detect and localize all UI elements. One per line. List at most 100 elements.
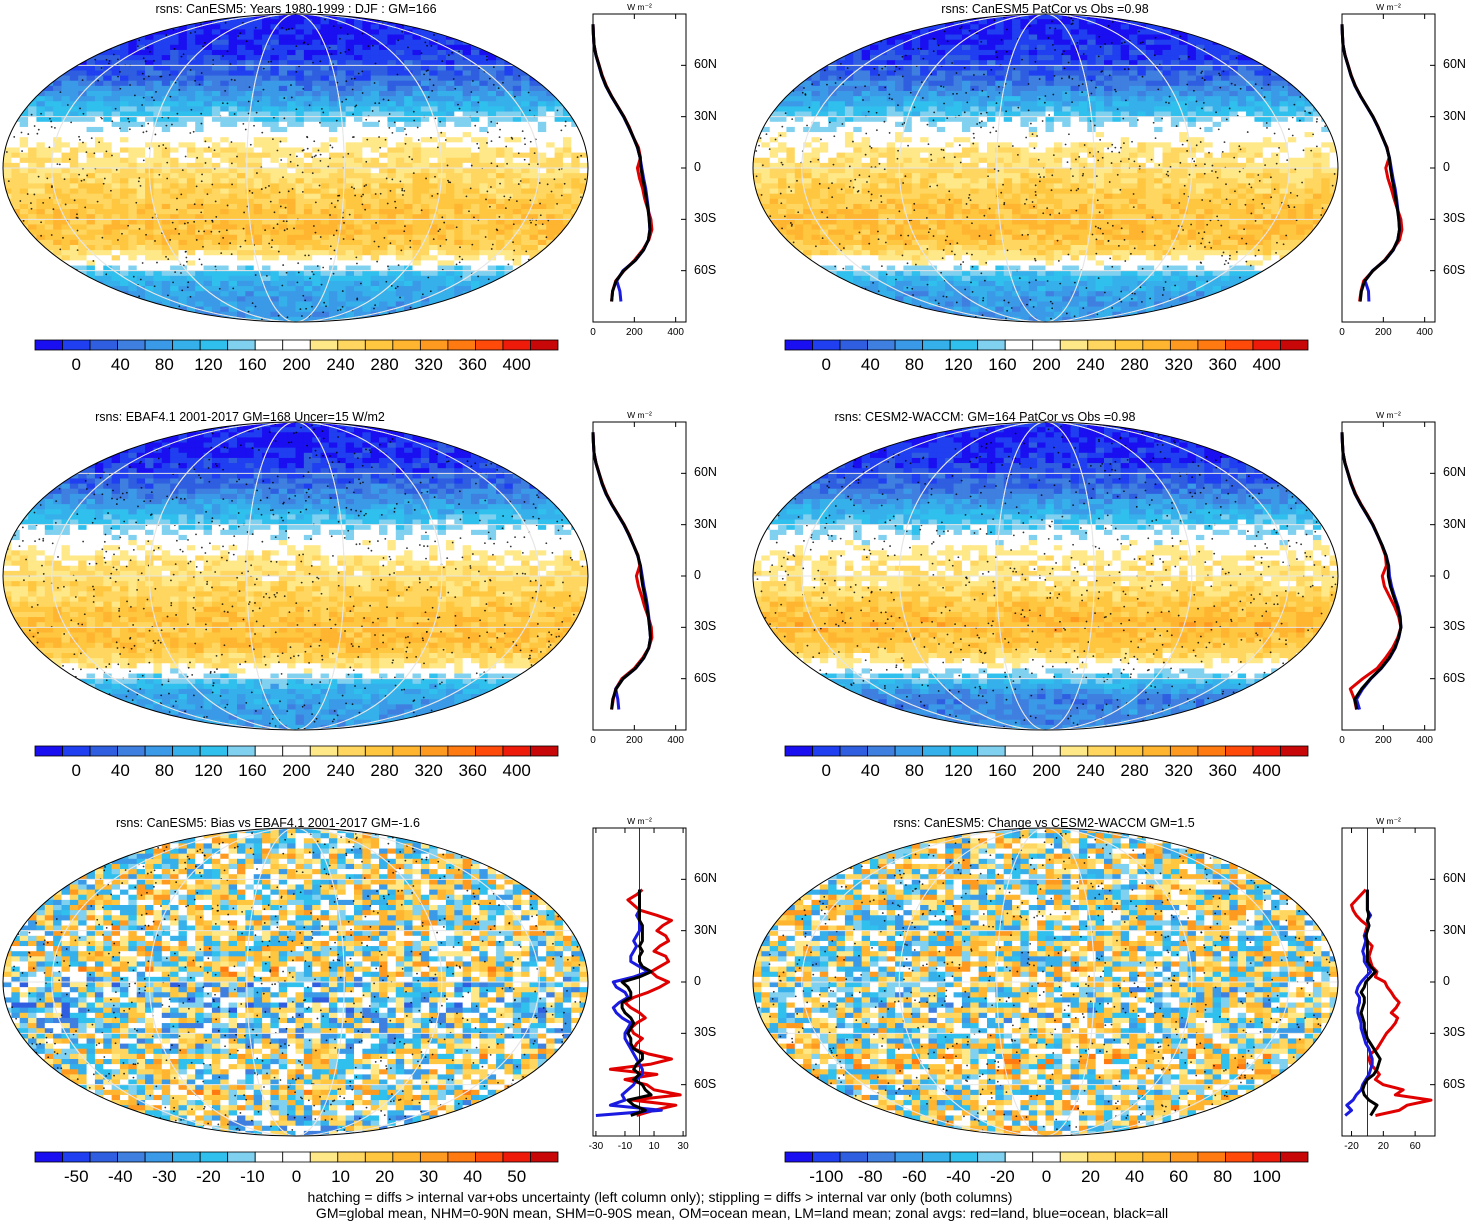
colorbar-swatch (1169, 1151, 1199, 1163)
colorbar-label: 320 (414, 761, 442, 781)
zonal-xtick-label: 30 (678, 1141, 689, 1152)
colorbar-swatch (475, 339, 504, 351)
colorbar-label: -50 (64, 1167, 89, 1187)
zonal-unit-label: W m⁻² (1376, 2, 1401, 13)
colorbar-swatch (199, 339, 229, 351)
colorbar-swatch (227, 1151, 256, 1163)
colorbar (34, 1151, 559, 1163)
colorbar-swatch (475, 1151, 504, 1163)
zonal-lat-label: 30N (694, 109, 717, 123)
zonal-lat-label: 0 (1443, 568, 1450, 582)
zonal-xtick-label: 60 (1410, 1141, 1421, 1152)
colorbar-label: 120 (944, 761, 972, 781)
colorbar-swatch (144, 339, 174, 351)
colorbar-label: 50 (507, 1167, 526, 1187)
colorbar-swatch (1004, 745, 1034, 757)
colorbar-swatch (1280, 339, 1309, 351)
colorbar (784, 1151, 1309, 1163)
colorbar-swatch (282, 1151, 311, 1163)
zonal-lat-label: 0 (1443, 160, 1450, 174)
zonal-lat-label: 60S (1443, 671, 1465, 685)
colorbar-swatch (1059, 339, 1089, 351)
colorbar-label: 0 (72, 355, 81, 375)
colorbar-label: 240 (1076, 355, 1104, 375)
colorbar-swatch (172, 1151, 201, 1163)
colorbar-swatch (1004, 339, 1034, 351)
colorbar-swatch (254, 1151, 284, 1163)
zonal-lat-label: 30N (1443, 923, 1466, 937)
colorbar-swatch (1142, 339, 1171, 351)
colorbar-label: -100 (809, 1167, 843, 1187)
zonal-line-all (1340, 432, 1403, 710)
colorbar-label: 40 (463, 1167, 482, 1187)
colorbar-swatch (62, 339, 91, 351)
colorbar-swatch (894, 745, 924, 757)
zonal-plot (1340, 421, 1436, 731)
colorbar-label: -30 (152, 1167, 177, 1187)
colorbar-label: 200 (282, 355, 310, 375)
zonal-unit-label: W m⁻² (1376, 410, 1401, 421)
panel-4 (752, 421, 1436, 757)
footer-line-2: GM=global mean, NHM=0-90N mean, SHM=0-90… (316, 1205, 1168, 1221)
colorbar-swatch (1197, 339, 1226, 351)
zonal-xtick-label: 0 (1339, 735, 1345, 746)
zonal-lat-label: 0 (694, 974, 701, 988)
colorbar-label: 320 (414, 355, 442, 375)
zonal-plot (1340, 13, 1436, 323)
colorbar-swatch (1197, 1151, 1226, 1163)
colorbar-label: 40 (111, 355, 130, 375)
zonal-xtick-label: 400 (1416, 327, 1433, 338)
colorbar-label: 200 (282, 761, 310, 781)
colorbar-swatch (1252, 745, 1281, 757)
colorbar-label: 240 (326, 355, 354, 375)
zonal-lat-label: 30N (1443, 109, 1466, 123)
colorbar-swatch (447, 339, 476, 351)
panel-5 (2, 827, 687, 1163)
zonal-lat-label: 60S (694, 1077, 716, 1091)
colorbar-swatch (784, 339, 813, 351)
colorbar-swatch (282, 339, 311, 351)
zonal-xtick-label: 0 (590, 327, 596, 338)
zonal-lat-label: 30S (1443, 1025, 1465, 1039)
map-border (2, 13, 589, 323)
zonal-xtick-label: 200 (1375, 327, 1392, 338)
colorbar-swatch (839, 745, 868, 757)
colorbar-swatch (392, 745, 421, 757)
colorbar-swatch (1087, 745, 1116, 757)
colorbar-swatch (337, 339, 366, 351)
colorbar-swatch (1087, 339, 1116, 351)
colorbar-label: 0 (822, 761, 831, 781)
colorbar-label: 280 (1120, 355, 1148, 375)
zonal-lat-label: 30N (694, 923, 717, 937)
colorbar-label: 10 (331, 1167, 350, 1187)
colorbar-swatch (1059, 745, 1089, 757)
colorbar-label: 120 (194, 355, 222, 375)
colorbar-swatch (502, 339, 531, 351)
colorbar-swatch (1169, 339, 1199, 351)
panel-1 (2, 13, 687, 351)
colorbar-swatch (530, 1151, 559, 1163)
colorbar-swatch (812, 745, 841, 757)
panel-title: rsns: CanESM5: Bias vs EBAF4.1 2001-2017… (116, 816, 420, 830)
colorbar-swatch (922, 339, 951, 351)
colorbar-swatch (977, 1151, 1006, 1163)
colorbar-swatch (117, 339, 146, 351)
zonal-unit-label: W m⁻² (627, 410, 652, 421)
colorbar-swatch (1197, 745, 1226, 757)
colorbar-label: 360 (1208, 355, 1236, 375)
colorbar-swatch (530, 339, 559, 351)
colorbar-swatch (144, 1151, 174, 1163)
colorbar-swatch (172, 339, 201, 351)
colorbar-label: 60 (1169, 1167, 1188, 1187)
zonal-lat-label: 60S (1443, 1077, 1465, 1091)
zonal-lat-label: 0 (1443, 974, 1450, 988)
zonal-xtick-label: 400 (1416, 735, 1433, 746)
zonal-lat-label: 30S (1443, 619, 1465, 633)
colorbar-label: 240 (326, 761, 354, 781)
map-field (3, 828, 588, 1136)
colorbar-label: -10 (240, 1167, 265, 1187)
colorbar-swatch (1252, 339, 1281, 351)
zonal-lat-label: 30S (694, 211, 716, 225)
colorbar-swatch (922, 745, 951, 757)
colorbar-label: -20 (196, 1167, 221, 1187)
